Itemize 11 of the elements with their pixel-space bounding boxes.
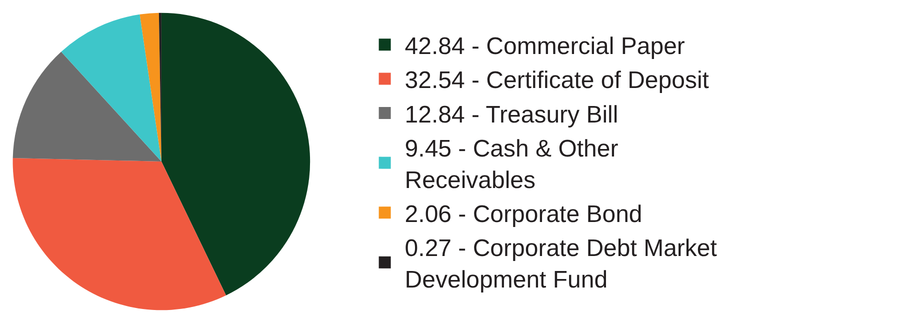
pie-slice xyxy=(61,14,162,162)
pie-slice xyxy=(161,12,310,296)
legend-label: 32.54 - Certificate of Deposit xyxy=(404,67,710,94)
legend-label: 12.84 - Treasury Bill xyxy=(404,101,618,128)
pie-slice xyxy=(12,158,226,310)
legend-label: 2.06 - Corporate Bond xyxy=(404,200,642,228)
pie-slice xyxy=(12,52,162,162)
pie-slice xyxy=(140,12,162,162)
legend-label: 9.45 - Cash & Other Receivables xyxy=(404,136,618,194)
legend-label: 42.84 - Commercial Paper xyxy=(404,32,685,60)
legend-label: 0.27 - Corporate Debt Market Development Fund xyxy=(404,235,718,294)
